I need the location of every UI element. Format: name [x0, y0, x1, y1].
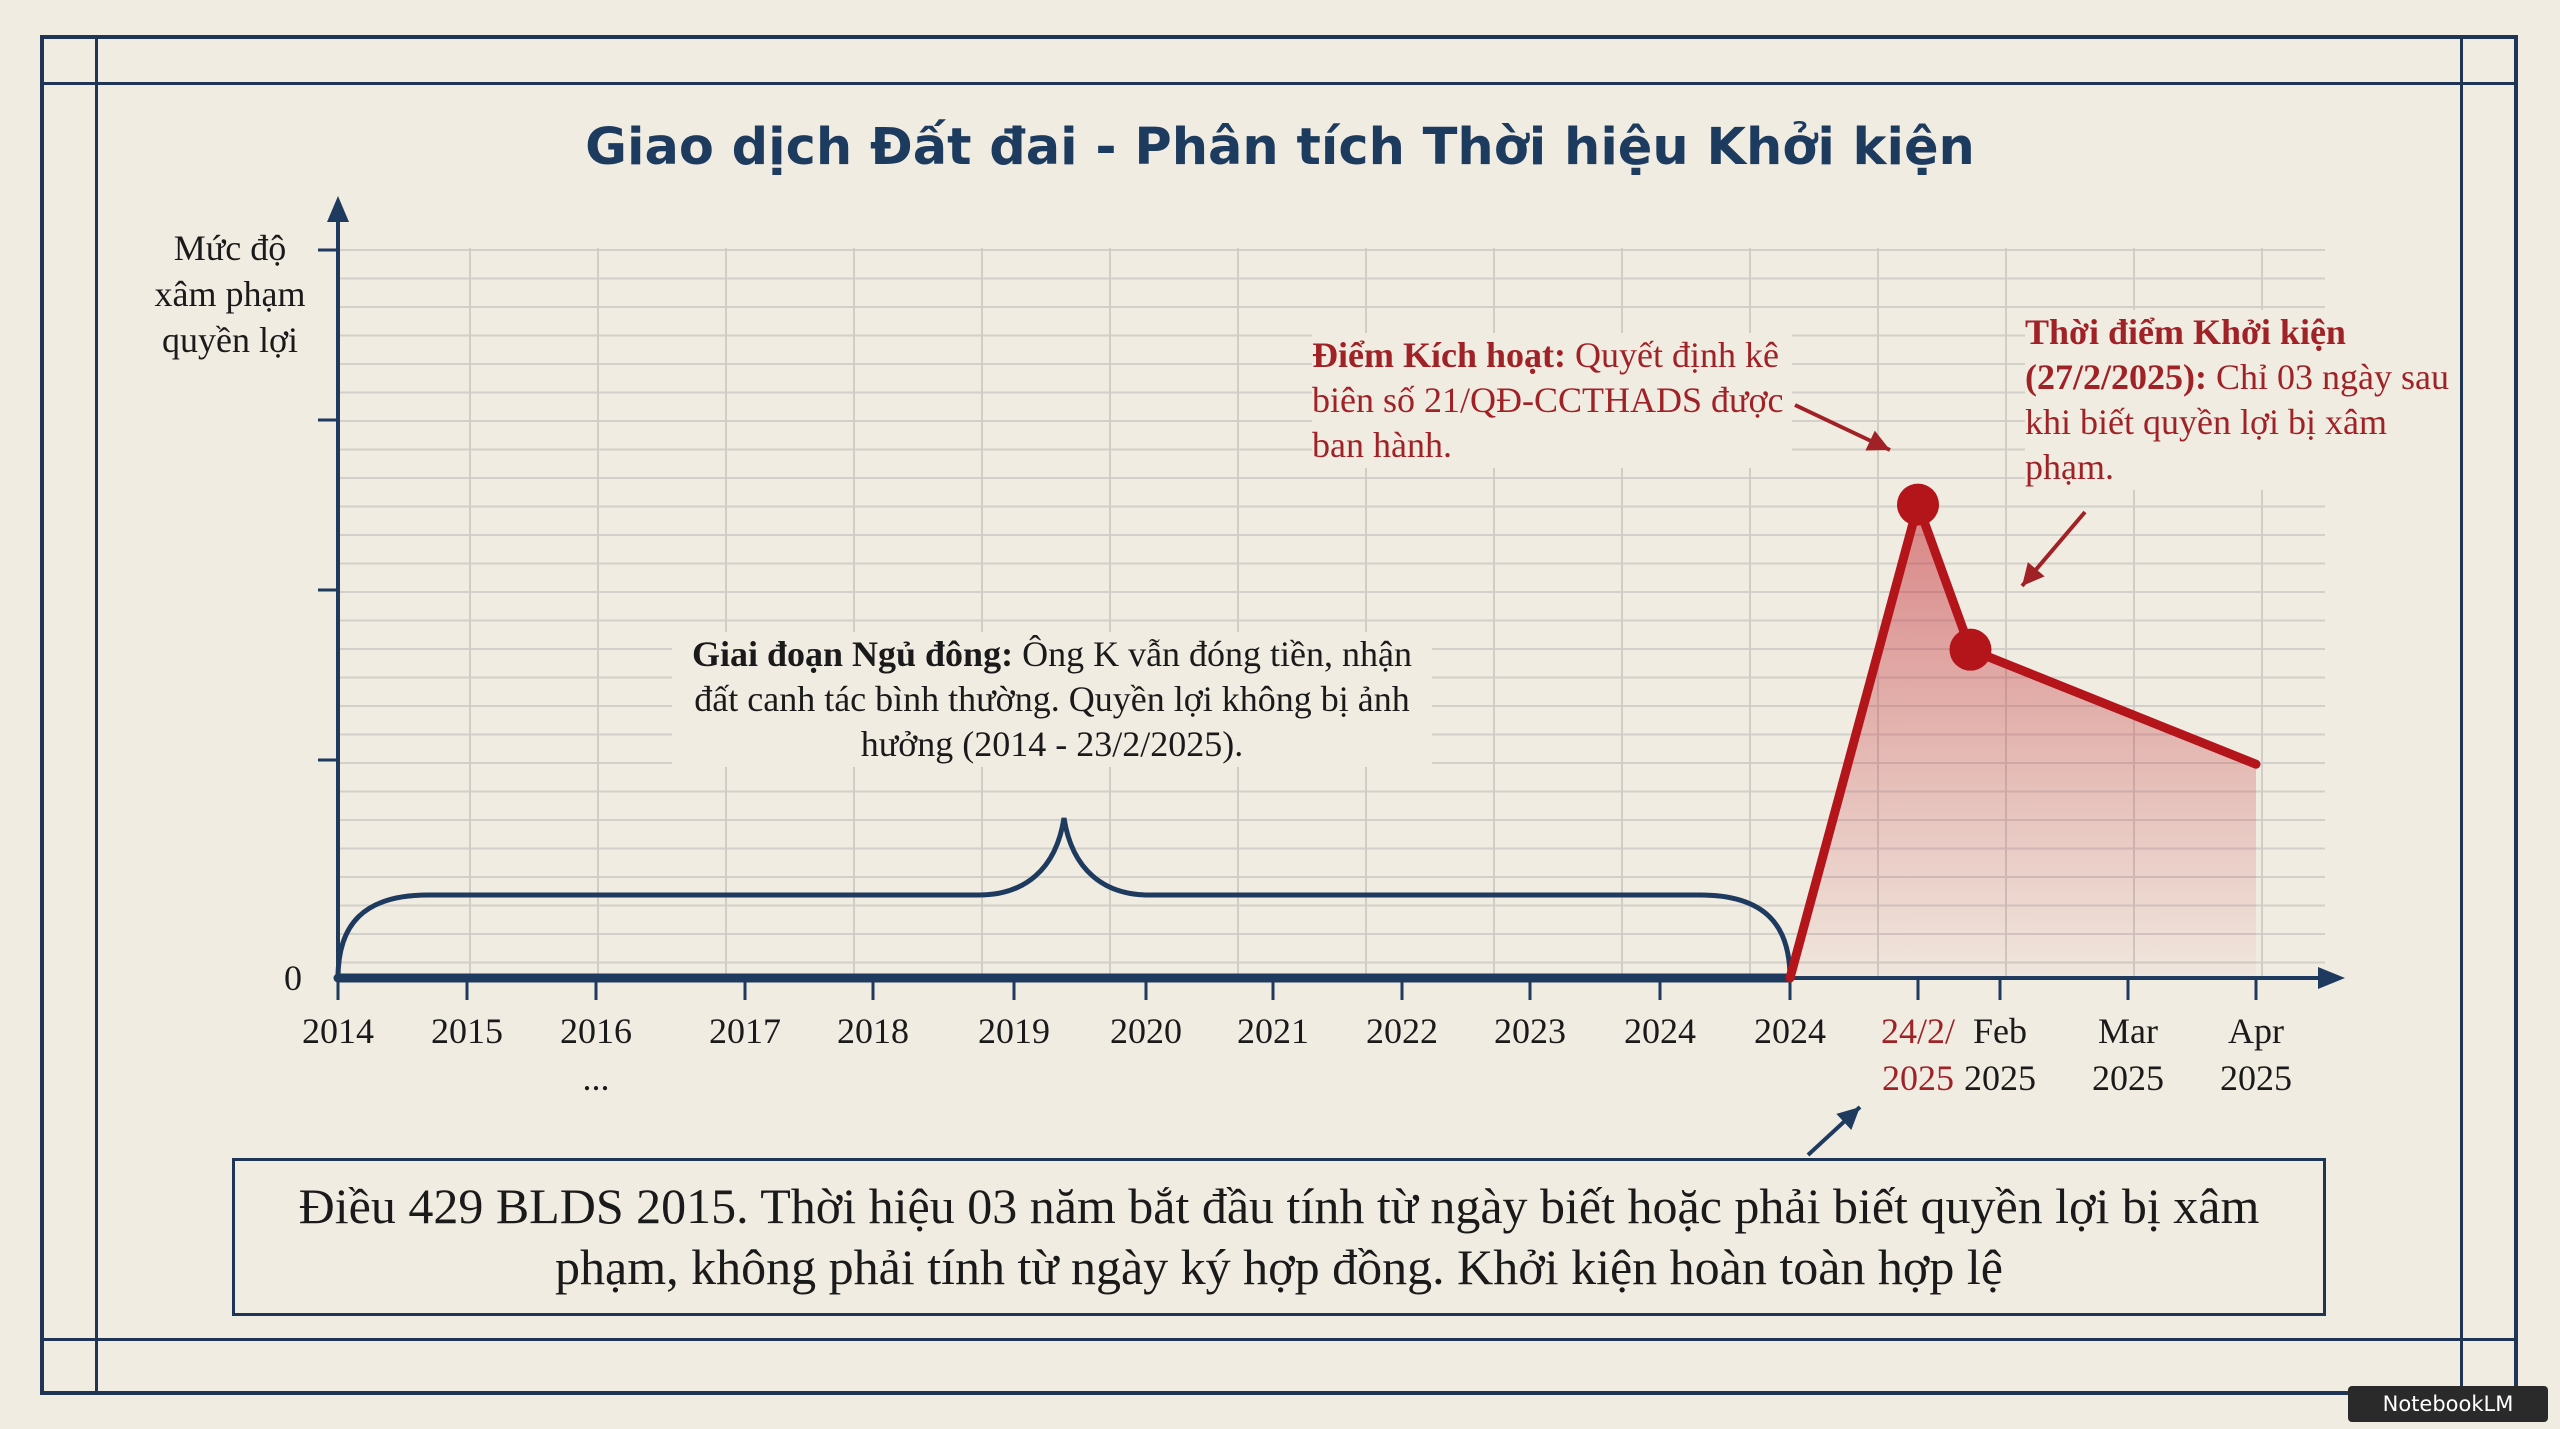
- x-tick-label: 2024: [1754, 1011, 1826, 1051]
- trigger-arrow-head: [1865, 430, 1890, 451]
- lawsuit-arrow-head: [2022, 562, 2045, 586]
- annotation-trigger-bold: Điểm Kích hoạt:: [1312, 335, 1566, 375]
- law-summary-box: Điều 429 BLDS 2015. Thời hiệu 03 năm bắt…: [232, 1158, 2326, 1316]
- y-tick-label: 0: [284, 958, 302, 998]
- annotation-trigger-text: Quyết định kê biên số 21/QĐ-CCTHADS được…: [1312, 335, 1784, 465]
- frame-top-rule: [40, 82, 2518, 85]
- dormant-brace: [335, 817, 1793, 979]
- law-arrow-head: [1836, 1107, 1860, 1131]
- series: [333, 483, 2261, 983]
- annotation-lawsuit-text: Chỉ 03 ngày sau khi biết quyền lợi bị xâ…: [2025, 357, 2449, 487]
- x-tick-label: 2023: [1494, 1011, 1566, 1051]
- x-axis-arrowhead: [2318, 967, 2345, 989]
- x-tick-label: 2017: [709, 1011, 781, 1051]
- x-tick-label: 2015: [431, 1011, 503, 1051]
- outer-frame: [40, 35, 2518, 1395]
- annotation-trigger: Điểm Kích hoạt: Quyết định kê biên số 21…: [1312, 333, 1792, 468]
- x-tick-label: 2020: [1110, 1011, 1182, 1051]
- law-summary-text: Điều 429 BLDS 2015. Thời hiệu 03 năm bắt…: [298, 1178, 2260, 1295]
- annotation-arrows: [1794, 403, 2087, 1157]
- x-tick-label: 2018: [837, 1011, 909, 1051]
- x-tick-label-line2: 2025: [2220, 1058, 2292, 1098]
- inner-frame: [95, 35, 2463, 1395]
- annotation-dormant-text: Ông K vẫn đóng tiền, nhận đất canh tác b…: [694, 634, 1413, 764]
- red-series-line: [1785, 500, 2261, 983]
- red-series-area: [1790, 504, 2256, 978]
- x-tick-label-line2: 2025: [1882, 1058, 1954, 1098]
- x-tick-label: 2021: [1237, 1011, 1309, 1051]
- notebooklm-watermark: NotebookLM: [2348, 1386, 2548, 1422]
- annotation-dormant-bold: Giai đoạn Ngủ đông:: [691, 634, 1014, 674]
- watermark-text: NotebookLM: [2382, 1392, 2514, 1416]
- x-tick-label: Mar: [2098, 1011, 2158, 1051]
- x-tick-label-line2: ...: [583, 1058, 610, 1098]
- x-tick-label: 2019: [978, 1011, 1050, 1051]
- x-tick-label: Apr: [2228, 1011, 2284, 1051]
- x-tick-label-line2: 2025: [2092, 1058, 2164, 1098]
- x-tick-label: 2022: [1366, 1011, 1438, 1051]
- x-tick-label: 24/2/: [1881, 1011, 1955, 1051]
- annotation-dormant: Giai đoạn Ngủ đông: Ông K vẫn đóng tiền,…: [672, 632, 1432, 767]
- y-axis-arrowhead: [327, 196, 349, 222]
- dormant-brace-path: [335, 817, 1793, 979]
- series-marker: [1949, 628, 1992, 671]
- annotation-lawsuit-bold: Thời điểm Khởi kiện (27/2/2025):: [2025, 312, 2346, 397]
- x-tick-label: 2016: [560, 1011, 632, 1051]
- y-axis-label: Mức độ xâm phạm quyền lợi: [154, 228, 306, 360]
- x-tick-label: Feb: [1973, 1011, 2027, 1051]
- frame-bottom-rule: [40, 1338, 2518, 1341]
- chart-title: Giao dịch Đất đai - Phân tích Thời hiệu …: [585, 118, 1975, 177]
- x-tick-label: 2024: [1624, 1011, 1696, 1051]
- annotation-lawsuit: Thời điểm Khởi kiện (27/2/2025): Chỉ 03 …: [2025, 310, 2450, 490]
- x-tick-label-line2: 2025: [1964, 1058, 2036, 1098]
- x-tick-label: 2014: [302, 1011, 374, 1051]
- series-marker: [1897, 483, 1939, 526]
